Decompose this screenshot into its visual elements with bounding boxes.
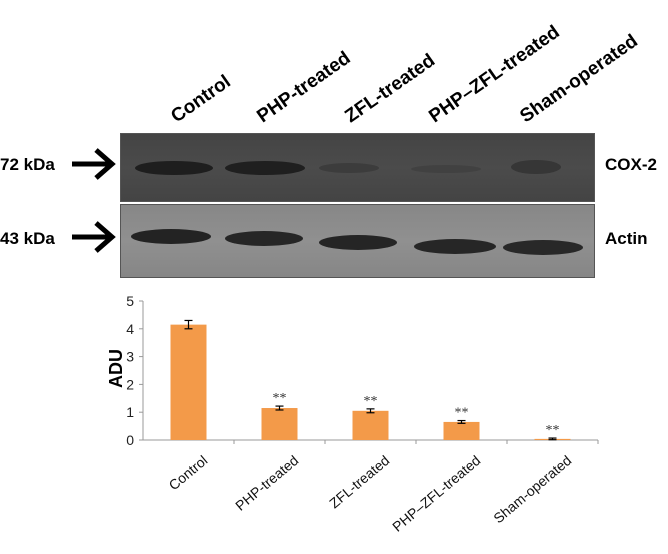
actin-arrow-icon: [72, 221, 116, 253]
y-tick-label: 3: [126, 349, 134, 365]
cox2-protein-label: COX-2: [605, 155, 657, 174]
lane-label-php-treated: PHP-treated: [253, 47, 355, 128]
actin-band: [414, 239, 496, 254]
cox2-arrow-icon: [72, 148, 116, 180]
y-tick-label: 5: [126, 293, 134, 309]
x-tick-label: PHP–ZFL-treated: [389, 452, 483, 535]
cox2-band: [225, 161, 305, 175]
y-tick-label: 0: [126, 432, 134, 448]
actin-band: [319, 235, 397, 250]
x-tick-label: ZFL-treated: [326, 452, 392, 511]
y-tick-label: 1: [126, 404, 134, 420]
y-tick-label: 4: [126, 321, 134, 337]
bar: [170, 324, 207, 440]
x-tick-label: Sham-operated: [490, 452, 574, 526]
cox2-band: [411, 165, 481, 173]
cox2-band: [511, 160, 561, 174]
actin-protein-label: Actin: [605, 229, 648, 248]
bar: [443, 421, 480, 440]
lane-label-control: Control: [167, 71, 235, 128]
significance-label: **: [364, 394, 378, 409]
cox2-weight-label: 72 kDa: [0, 155, 55, 174]
significance-label: **: [273, 391, 287, 406]
lane-label-zfl-treated: ZFL-treated: [341, 50, 440, 128]
significance-label: **: [455, 406, 469, 421]
cox2-blot-image: [120, 133, 595, 202]
actin-band: [131, 229, 211, 244]
actin-blot-image: [120, 204, 595, 278]
x-tick-label: PHP-treated: [232, 452, 301, 514]
cox2-band: [135, 161, 213, 175]
actin-band: [503, 240, 583, 255]
actin-weight-label: 43 kDa: [0, 229, 55, 248]
x-tick-label: Control: [166, 452, 211, 493]
cox2-band: [319, 163, 379, 173]
y-tick-label: 2: [126, 376, 134, 392]
significance-label: **: [546, 423, 560, 438]
actin-band: [225, 231, 303, 246]
adu-bar-chart: 0 1 2 3 4 5 Control ** PHP-treated ** ZFL-treated *…: [126, 293, 599, 535]
bar: [261, 408, 298, 440]
bar: [352, 410, 389, 440]
